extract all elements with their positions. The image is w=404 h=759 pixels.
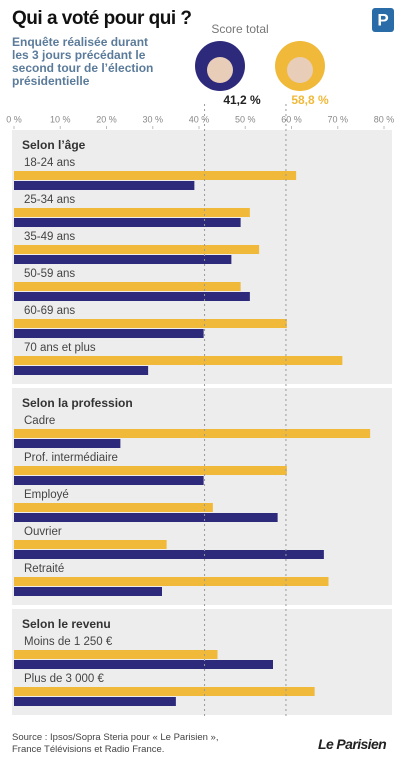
group-title: Selon l’âge: [22, 138, 86, 152]
bar: [14, 476, 204, 485]
portrait-face: [287, 57, 313, 83]
title: Qui a voté pour qui ?: [12, 8, 192, 29]
portrait-face: [207, 57, 233, 83]
category-label: Retraité: [24, 563, 64, 575]
x-tick-label: 40 %: [189, 114, 210, 124]
bar: [14, 550, 324, 559]
chart: P Score total 0 % 10 % 20 % 30 % 40 % 50 % 60 …: [6, 8, 395, 718]
bar: [14, 439, 121, 448]
bar: [14, 218, 241, 227]
category-label: Moins de 1 250 €: [24, 636, 113, 648]
category-label: 18-24 ans: [24, 157, 75, 169]
totals-label: Score total: [211, 22, 268, 36]
bar: [14, 282, 241, 291]
x-tick-label: 60 %: [281, 114, 302, 124]
category-label: Ouvrier: [24, 526, 62, 538]
x-tick-label: 10 %: [50, 114, 71, 124]
category-label: Prof. intermédiaire: [24, 452, 118, 464]
bar: [14, 356, 343, 365]
subtitle: Enquête réalisée durant les 3 jours préc…: [12, 35, 154, 88]
bar: [14, 181, 195, 190]
bar: [14, 577, 329, 586]
bar: [14, 466, 287, 475]
bar: [14, 503, 213, 512]
bar: [14, 587, 162, 596]
bar: [14, 650, 218, 659]
bar: [14, 366, 149, 375]
bar: [14, 255, 232, 264]
total-value: 58,8 %: [291, 93, 329, 107]
category-label: 50-59 ans: [24, 268, 75, 280]
brand: Le Parisien: [318, 736, 387, 752]
group-title: Selon le revenu: [22, 617, 111, 631]
bar: [14, 319, 287, 328]
x-tick-label: 80 %: [374, 114, 395, 124]
source: Source : Ipsos/Sopra Steria pour « Le Pa…: [12, 732, 219, 755]
bar: [14, 329, 204, 338]
category-label: 25-34 ans: [24, 194, 75, 206]
category-label: 35-49 ans: [24, 231, 75, 243]
category-label: 70 ans et plus: [24, 342, 96, 354]
bar: [14, 171, 297, 180]
x-tick-label: 20 %: [96, 114, 117, 124]
bar: [14, 245, 260, 254]
category-label: Plus de 3 000 €: [24, 673, 105, 685]
bar: [14, 687, 315, 696]
group-panel: [12, 388, 392, 605]
total-value: 41,2 %: [223, 93, 261, 107]
group-title: Selon la profession: [22, 396, 133, 410]
bar: [14, 429, 371, 438]
x-tick-label: 0 %: [6, 114, 22, 124]
x-tick-label: 50 %: [235, 114, 256, 124]
bar: [14, 697, 176, 706]
bar: [14, 540, 167, 549]
category-label: Employé: [24, 489, 69, 501]
bar: [14, 292, 250, 301]
logo: P: [377, 10, 388, 29]
logo-box: [372, 8, 394, 32]
x-tick-label: 30 %: [142, 114, 163, 124]
category-label: Cadre: [24, 415, 55, 427]
bar: [14, 208, 250, 217]
bar: [14, 660, 273, 669]
category-label: 60-69 ans: [24, 305, 75, 317]
x-tick-label: 70 %: [327, 114, 348, 124]
bar: [14, 513, 278, 522]
